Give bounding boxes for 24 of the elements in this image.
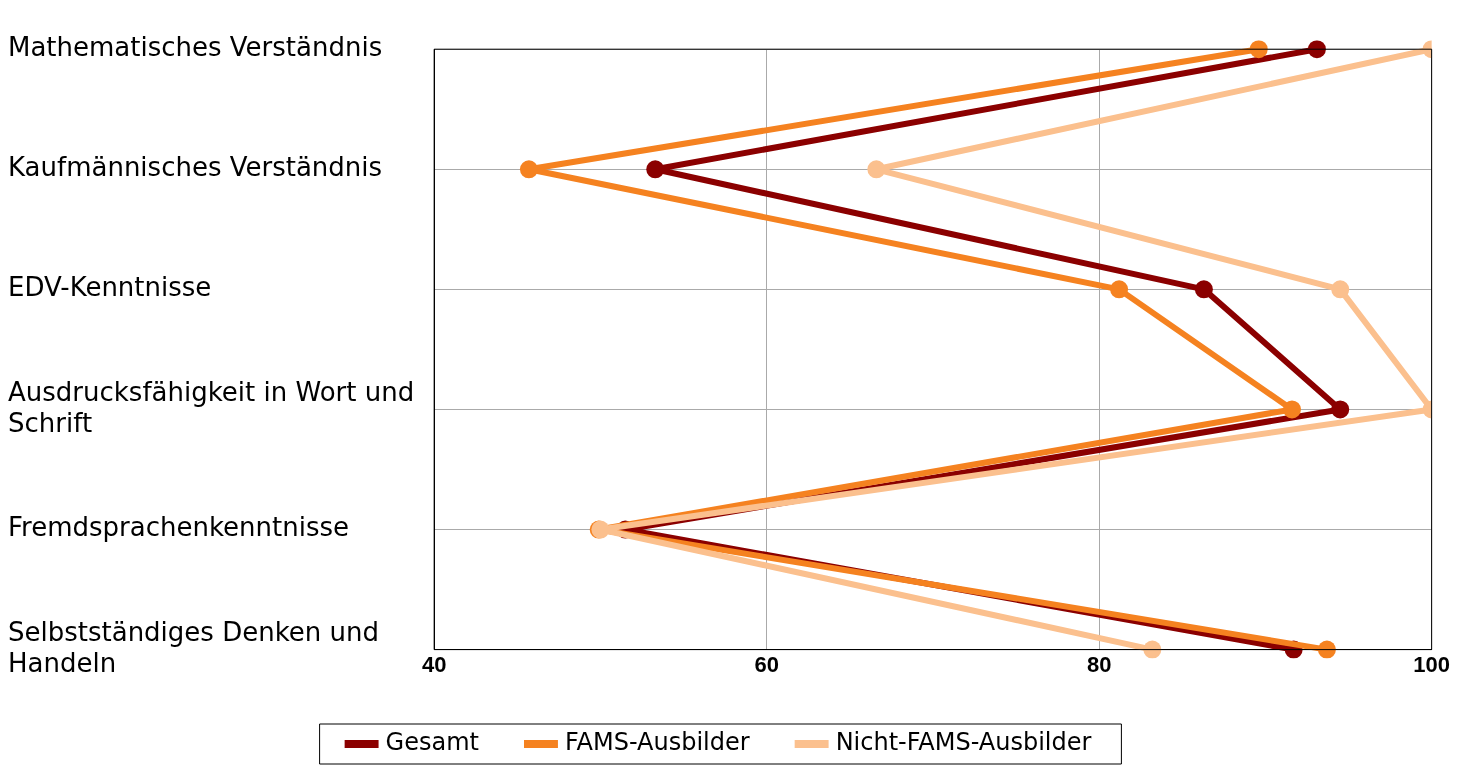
point: [1331, 400, 1350, 419]
point: [519, 160, 538, 179]
point: [1194, 280, 1213, 299]
legend-label: Nicht-FAMS-Ausbilder: [835, 728, 1092, 757]
y-tick-label: EDV-Kenntnisse: [8, 272, 212, 303]
x-tick-label: 100: [1413, 651, 1451, 677]
y-tick-label: Kaufmännisches Verständnis: [8, 152, 383, 183]
legend-label: FAMS-Ausbilder: [564, 728, 750, 757]
point: [1307, 40, 1326, 59]
y-tick-label: Ausdrucksfähigkeit in Wort und Schrift: [8, 376, 415, 438]
point: [1317, 640, 1336, 659]
y-tick-label: Selbstständiges Denken und Handeln: [8, 616, 379, 678]
y-tick-label: Fremdsprachenkenntnisse: [8, 512, 349, 543]
point: [1331, 280, 1350, 299]
y-tick-label: Mathematisches Verständnis: [8, 31, 383, 62]
point: [1110, 280, 1129, 299]
point: [646, 160, 665, 179]
legend-label: Gesamt: [385, 728, 479, 757]
point: [867, 160, 886, 179]
point: [1283, 400, 1301, 419]
x-tick-label: 60: [754, 651, 779, 677]
x-tick-label: 80: [1086, 651, 1112, 677]
x-tick-label: 40: [421, 651, 447, 677]
point: [1249, 40, 1268, 59]
